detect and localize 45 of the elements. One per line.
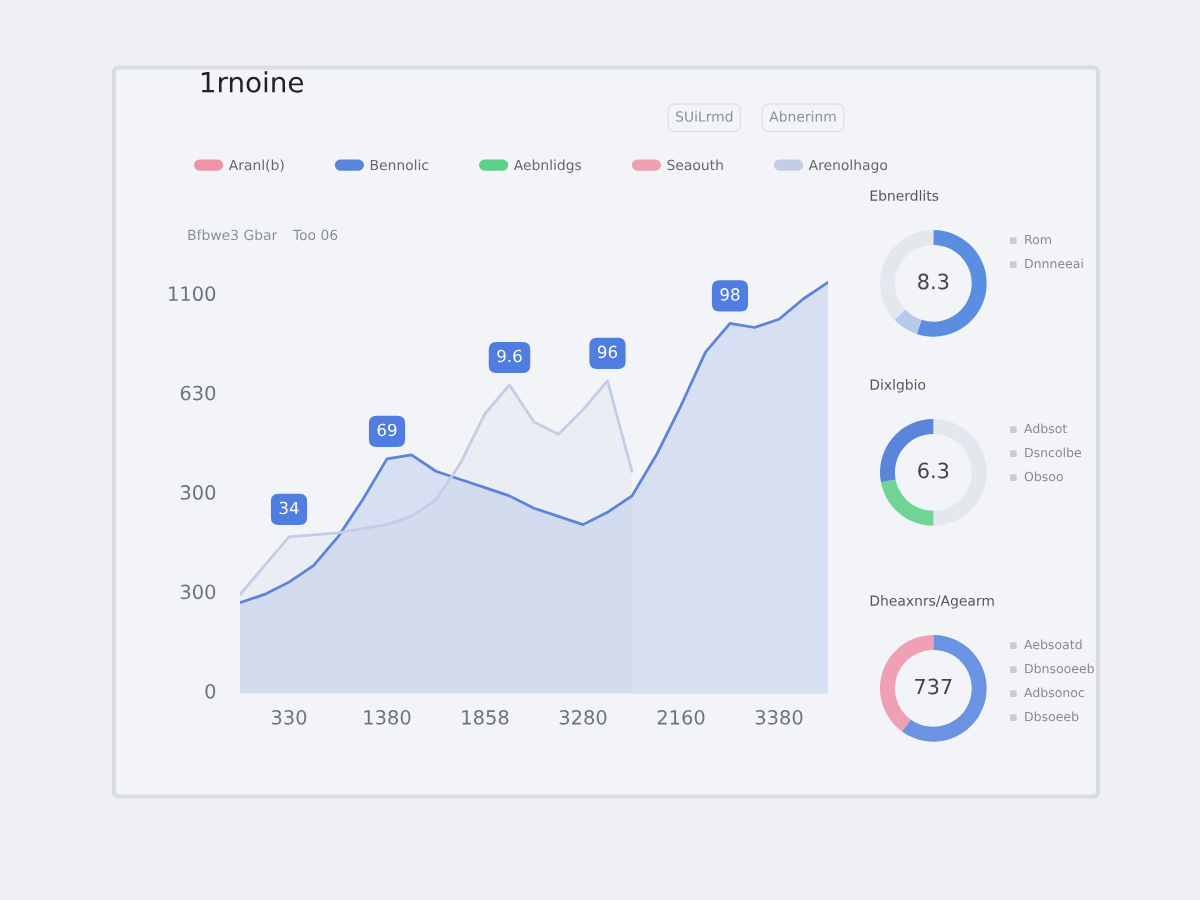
text: 300 (180, 485, 216, 500)
text: Bfbwe3 Gbar (188, 229, 278, 241)
text: Adbsot (1024, 423, 1067, 434)
chart-title: 1rnoine (201, 71, 303, 93)
legend-label: Seaouth (667, 159, 723, 171)
x-tick-label: 330 (271, 710, 307, 725)
chart-title: Ebnerdlits (870, 190, 939, 201)
text: 1100 (169, 286, 216, 302)
text: 8.3 (918, 273, 949, 290)
annotation: 9.6 (497, 349, 522, 363)
annotation: 69 (377, 423, 397, 437)
text: 737 (915, 678, 952, 695)
text: Dbsoeeb (1025, 711, 1079, 722)
x-tick-label: 3280 (559, 710, 607, 725)
text: Rom (1025, 235, 1051, 245)
legend-label: Arenolhago (808, 159, 888, 173)
legend-label: Bennolic (370, 159, 429, 171)
annotation: 96 (597, 345, 618, 359)
annotation: 98 (720, 288, 740, 301)
text: Dbnsooeeb (1025, 663, 1094, 674)
donut-slice (880, 479, 934, 526)
x-tick-label: 1858 (462, 710, 509, 725)
text: Dnnneeai (1025, 258, 1083, 269)
donut-slice (894, 309, 922, 335)
text: Adbsonoc (1024, 687, 1085, 698)
chart-title: Dixlgbio (870, 379, 926, 393)
x-tick-label: 2160 (657, 710, 705, 725)
x-tick-label: 1380 (364, 710, 411, 725)
legend-label: Aranl(b) (228, 159, 284, 172)
text: Aebsoatd (1024, 639, 1082, 650)
text: Too 06 (292, 229, 338, 241)
annotation: 34 (279, 501, 299, 515)
text: 6.3 (918, 462, 949, 479)
x-tick-label: 3380 (755, 710, 803, 725)
legend-label: Aebnlidgs (513, 159, 582, 173)
text: Dsncolbe (1025, 447, 1082, 458)
text: Obsoo (1024, 471, 1063, 482)
text: 630 (180, 385, 216, 401)
donut-slice (901, 635, 987, 742)
text: 0 (205, 683, 216, 699)
donut-slice (916, 230, 987, 337)
chart-title: Dheaxnrs/Agearm (870, 595, 994, 609)
text: SUiLrmd (676, 111, 733, 122)
text: 300 (180, 584, 216, 600)
text: Abnerinm (769, 111, 836, 122)
